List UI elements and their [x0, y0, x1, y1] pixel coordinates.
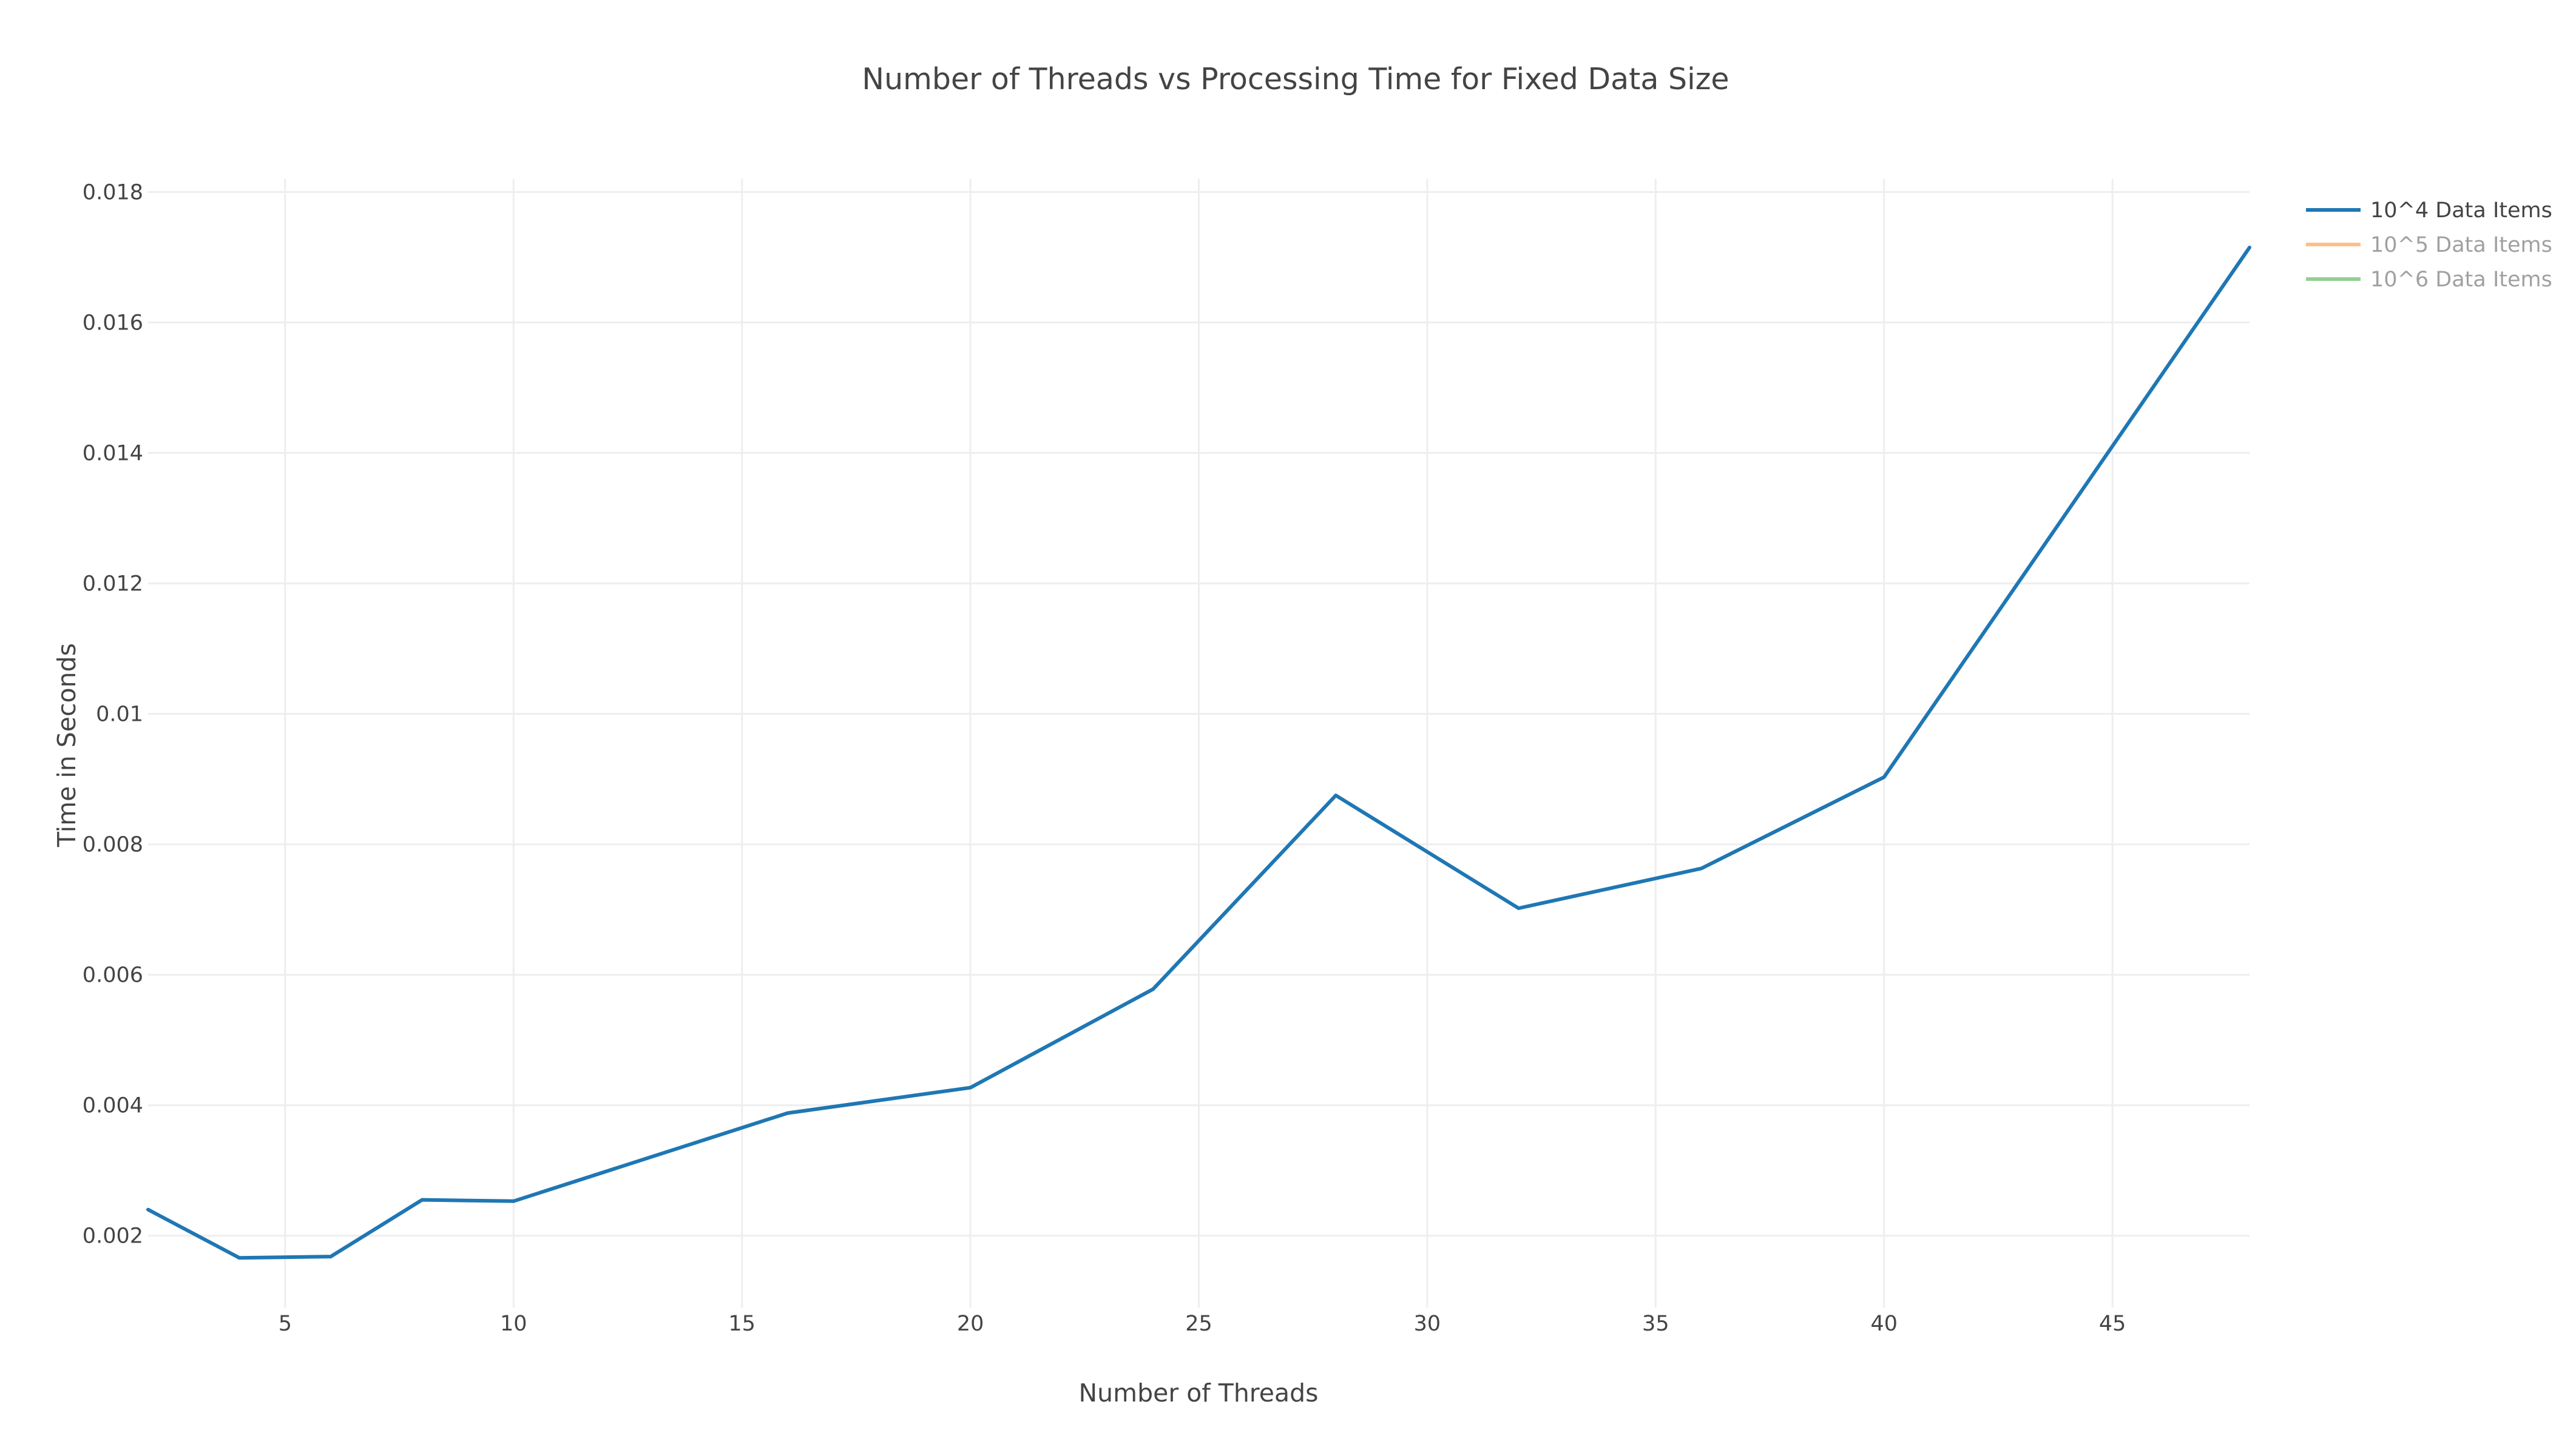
x-tick-label: 20: [957, 1312, 984, 1336]
legend-label: 10^6 Data Items: [2370, 268, 2552, 292]
legend-label: 10^4 Data Items: [2370, 198, 2552, 223]
y-tick-label: 0.002: [83, 1224, 143, 1249]
x-axis-ticks: 5 10 15 20 25 30 35 40 45: [279, 1312, 2126, 1336]
y-tick-label: 0.018: [83, 181, 143, 205]
x-tick-label: 15: [728, 1312, 756, 1336]
y-tick-label: 0.004: [83, 1094, 143, 1118]
y-tick-label: 0.012: [83, 572, 143, 596]
legend-item[interactable]: 10^6 Data Items: [2306, 268, 2552, 292]
y-tick-label: 0.014: [83, 442, 143, 466]
y-tick-label: 0.01: [96, 703, 143, 727]
x-tick-label: 30: [1414, 1312, 1441, 1336]
x-tick-label: 25: [1185, 1312, 1212, 1336]
series-lines: [146, 245, 2251, 1260]
y-tick-label: 0.006: [83, 963, 143, 988]
x-tick-label: 5: [279, 1312, 292, 1336]
y-axis-title: Time in Seconds: [52, 643, 81, 848]
y-axis-ticks: 0.002 0.004 0.006 0.008 0.01 0.012 0.014 0.016 0…: [83, 181, 143, 1249]
x-gridlines: [284, 179, 2114, 1307]
y-tick-label: 0.008: [83, 833, 143, 857]
legend-label: 10^5 Data Items: [2370, 233, 2552, 257]
x-axis-title: Number of Threads: [1078, 1378, 1318, 1408]
x-tick-label: 35: [1642, 1312, 1669, 1336]
x-tick-label: 10: [500, 1312, 527, 1336]
chart-title: Number of Threads vs Processing Time for…: [862, 62, 1729, 96]
x-tick-label: 45: [2099, 1312, 2126, 1336]
y-tick-label: 0.016: [83, 311, 143, 336]
legend-item[interactable]: 10^5 Data Items: [2306, 233, 2552, 257]
x-tick-label: 40: [1870, 1312, 1898, 1336]
legend-item[interactable]: 10^4 Data Items: [2306, 198, 2552, 223]
series-line-0: [146, 245, 2251, 1260]
legend: 10^4 Data Items 10^5 Data Items 10^6 Data …: [2306, 198, 2552, 292]
